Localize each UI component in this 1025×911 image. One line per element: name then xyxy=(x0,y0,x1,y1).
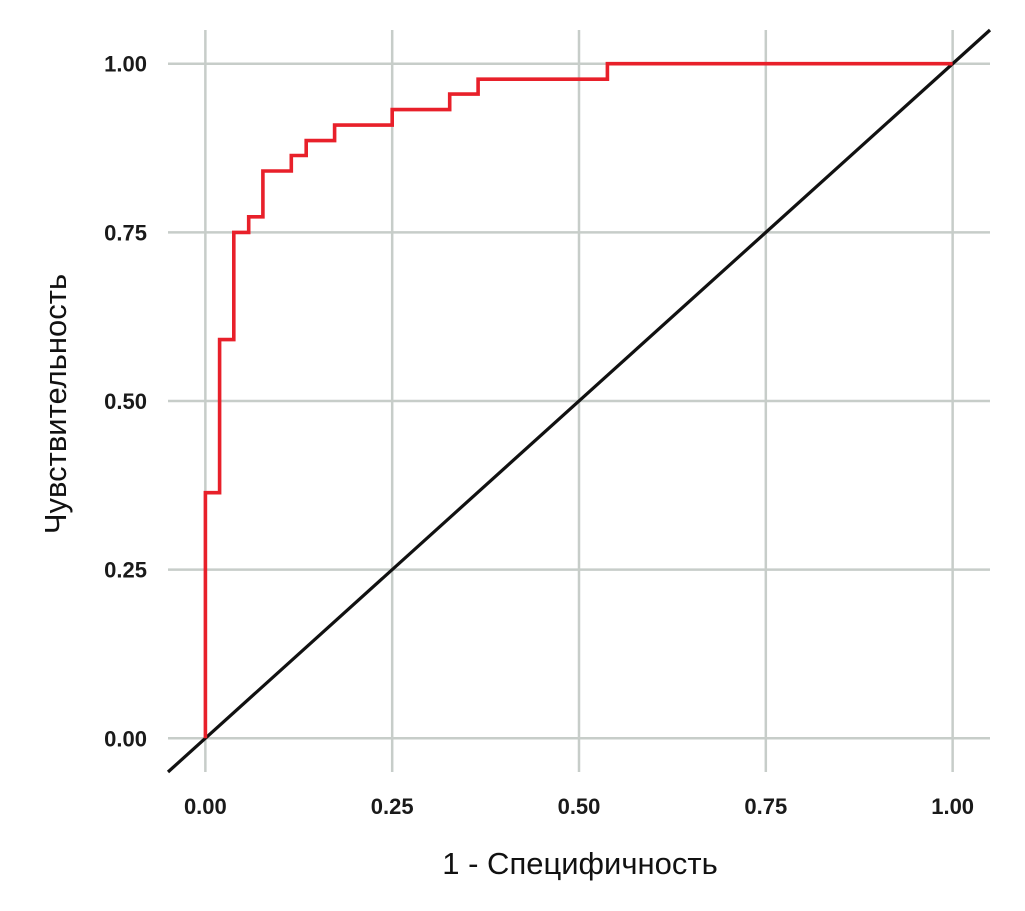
reference-diagonal-line xyxy=(166,28,992,774)
x-tick-label: 0.25 xyxy=(371,794,414,819)
y-axis-label: Чувствительность xyxy=(38,274,73,534)
y-axis-ticks: 0.00 0.25 0.50 0.75 1.00 xyxy=(104,52,147,752)
x-tick-label: 1.00 xyxy=(931,794,974,819)
x-tick-label: 0.75 xyxy=(744,794,787,819)
y-tick-label: 0.00 xyxy=(104,726,147,751)
x-tick-label: 0.50 xyxy=(558,794,601,819)
roc-curve-line xyxy=(203,61,953,739)
y-tick-label: 0.50 xyxy=(104,389,147,414)
y-tick-label: 0.75 xyxy=(104,220,147,245)
x-axis-ticks: 0.00 0.25 0.50 0.75 1.00 xyxy=(184,794,974,819)
y-tick-label: 0.25 xyxy=(104,558,147,583)
x-tick-label: 0.00 xyxy=(184,794,227,819)
y-tick-label: 1.00 xyxy=(104,52,147,77)
x-axis-label: 1 - Специфичность xyxy=(442,846,717,881)
series-layer xyxy=(166,28,992,774)
